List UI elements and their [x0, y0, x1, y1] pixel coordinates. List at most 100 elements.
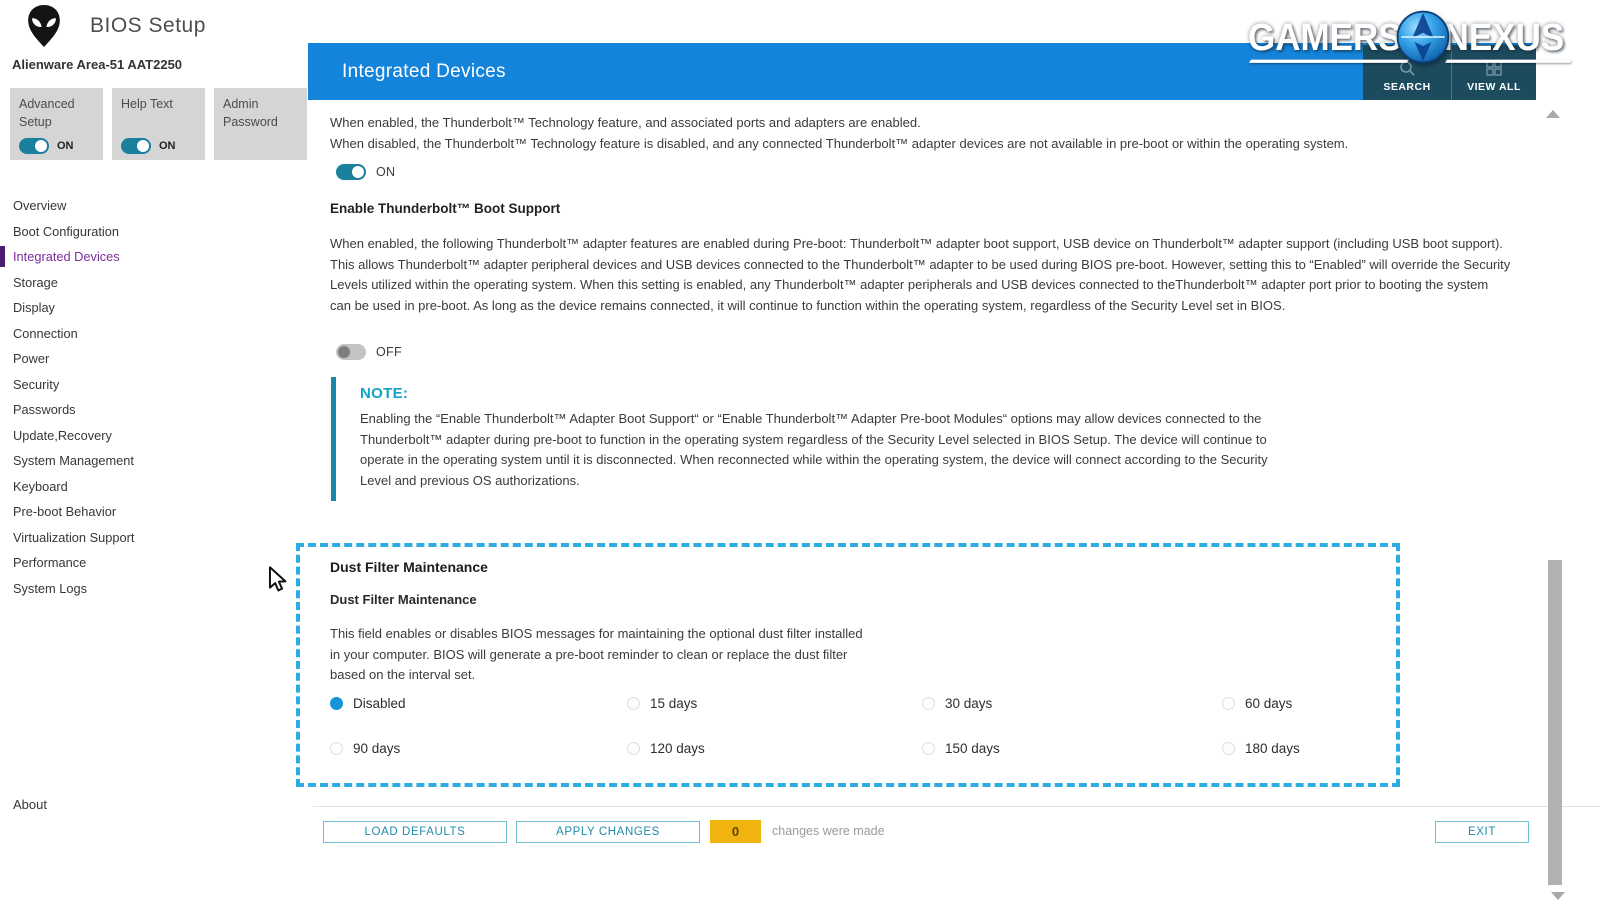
radio-option-label: 90 days	[353, 740, 401, 756]
sidebar-item-boot-configuration[interactable]: Boot Configuration	[13, 223, 119, 239]
radio-unselected-icon[interactable]	[627, 741, 640, 755]
sidebar-item-performance[interactable]: Performance	[13, 555, 87, 570]
model-name: Alienware Area-51 AAT2250	[12, 57, 183, 72]
header-buttons: SEARCH VIEW ALL	[1363, 45, 1536, 100]
radio-unselected-icon[interactable]	[922, 741, 935, 755]
view-all-button[interactable]: VIEW ALL	[1452, 45, 1536, 100]
radio-option-90-days[interactable]: 90 days	[330, 738, 627, 758]
boot-support-heading: Enable Thunderbolt™ Boot Support	[330, 201, 561, 216]
apply-changes-button[interactable]: APPLY CHANGES	[516, 821, 700, 843]
sidebar-item-display[interactable]: Display	[13, 300, 55, 315]
sidebar-nav: Overview Boot Configuration Integrated Dev…	[0, 193, 290, 601]
view-all-icon	[1486, 60, 1502, 76]
view-all-button-label: VIEW ALL	[1467, 81, 1521, 93]
scrollbar-thumb[interactable]	[1548, 560, 1562, 885]
setting-box-label: Advanced Setup	[19, 97, 75, 129]
toggle-switch[interactable]	[121, 138, 151, 154]
radio-option-30-days[interactable]: 30 days	[922, 693, 1222, 713]
search-button[interactable]: SEARCH	[1363, 45, 1451, 100]
page-header: Integrated Devices SEARCH	[308, 43, 1536, 100]
radio-option-15-days[interactable]: 15 days	[627, 693, 922, 713]
app-title: BIOS Setup	[90, 14, 206, 37]
radio-option-150-days[interactable]: 150 days	[922, 738, 1222, 758]
setting-box-help-text[interactable]: Help Text ON	[112, 88, 205, 160]
radio-option-label: 30 days	[945, 695, 993, 711]
sidebar-item-overview[interactable]: Overview	[13, 198, 67, 213]
dust-filter-options: Disabled 15 days 30 days 60 days 90 days 120 …	[330, 693, 1370, 758]
note-text: Enabling the “Enable Thunderbolt™ Adapte…	[360, 411, 1268, 488]
sidebar-item-passwords[interactable]: Passwords	[13, 402, 76, 417]
dust-filter-heading: Dust Filter Maintenance	[330, 559, 488, 575]
thunderbolt-description-line1: When enabled, the Thunderbolt™ Technolog…	[330, 115, 921, 130]
exit-button[interactable]: EXIT	[1435, 821, 1529, 843]
setting-box-admin-password[interactable]: Admin Password	[214, 88, 307, 160]
thunderbolt-toggle[interactable]	[336, 164, 366, 180]
brand: BIOS Setup	[24, 4, 206, 48]
boot-support-description: When enabled, the following Thunderbolt™…	[330, 236, 1511, 313]
toggle-row: ON	[19, 138, 95, 154]
dust-filter-description: This field enables or disables BIOS mess…	[330, 626, 863, 683]
toggle-knob	[352, 166, 364, 178]
sidebar-item-keyboard[interactable]: Keyboard	[13, 478, 68, 494]
radio-selected-icon[interactable]	[330, 696, 343, 710]
load-defaults-button[interactable]: LOAD DEFAULTS	[323, 821, 507, 843]
left-panel: BIOS Setup Alienware Area-51 AAT2250 Adv…	[0, 0, 308, 900]
about-link[interactable]: About	[13, 797, 47, 812]
sidebar-item-system-logs[interactable]: System Logs	[13, 580, 87, 596]
radio-option-label: 120 days	[650, 740, 705, 756]
radio-option-60-days[interactable]: 60 days	[1222, 693, 1370, 713]
thunderbolt-toggle-row: ON	[336, 164, 395, 180]
sidebar-item-virtualization-support[interactable]: Virtualization Support	[13, 529, 135, 545]
search-icon	[1400, 61, 1415, 76]
sidebar-item-security[interactable]: Security	[13, 376, 60, 392]
main-panel: Integrated Devices SEARCH	[296, 0, 1600, 900]
toggle-state-label: ON	[57, 140, 74, 152]
radio-option-180-days[interactable]: 180 days	[1222, 738, 1370, 758]
radio-unselected-icon[interactable]	[627, 696, 640, 710]
search-button-label: SEARCH	[1383, 81, 1431, 93]
setting-box-label: Admin Password	[223, 97, 278, 129]
sidebar-item-connection[interactable]: Connection	[13, 325, 78, 341]
footer-divider	[313, 806, 1600, 807]
toggle-knob	[35, 140, 47, 152]
setting-box-advanced-setup[interactable]: Advanced Setup ON	[10, 88, 103, 160]
sidebar-item-update-recovery[interactable]: Update,Recovery	[13, 427, 112, 443]
toggle-switch[interactable]	[19, 138, 49, 154]
radio-unselected-icon[interactable]	[1222, 741, 1235, 755]
note-callout: NOTE: Enabling the “Enable Thunderbolt™ …	[331, 377, 1296, 502]
sidebar-item-storage[interactable]: Storage	[13, 274, 58, 290]
radio-unselected-icon[interactable]	[1222, 696, 1235, 710]
boot-support-toggle-state: OFF	[376, 345, 402, 359]
toggle-knob	[137, 140, 149, 152]
radio-option-label: 180 days	[1245, 740, 1300, 756]
toggle-state-label: ON	[159, 140, 176, 152]
changes-count-badge: 0	[710, 820, 761, 843]
radio-option-disabled[interactable]: Disabled	[330, 693, 627, 713]
setting-box-label: Help Text	[121, 97, 173, 111]
radio-option-label: 60 days	[1245, 695, 1293, 711]
sidebar-item-system-management[interactable]: System Management	[13, 453, 134, 468]
header-toggle-boxes: Advanced Setup ON Help Text ON Admin Passwor…	[10, 88, 307, 160]
changes-text: changes were made	[772, 824, 885, 838]
note-label: NOTE:	[360, 385, 409, 402]
scroll-down-arrow[interactable]	[1551, 892, 1565, 900]
radio-option-label: 15 days	[650, 695, 698, 711]
boot-support-toggle-row: OFF	[336, 344, 402, 360]
sidebar-item-integrated-devices[interactable]: Integrated Devices	[0, 244, 290, 270]
radio-unselected-icon[interactable]	[330, 741, 343, 755]
page-title: Integrated Devices	[342, 60, 506, 82]
toggle-row: ON	[121, 138, 197, 154]
dust-filter-subheading: Dust Filter Maintenance	[330, 592, 477, 607]
sidebar-item-pre-boot-behavior[interactable]: Pre-boot Behavior	[13, 504, 117, 519]
radio-unselected-icon[interactable]	[922, 696, 935, 710]
dust-filter-section: Dust Filter Maintenance Dust Filter Main…	[296, 543, 1400, 787]
alienware-logo-icon	[28, 4, 60, 48]
scroll-up-arrow[interactable]	[1546, 110, 1560, 118]
toggle-knob	[338, 346, 350, 358]
thunderbolt-toggle-state: ON	[376, 165, 396, 179]
boot-support-toggle[interactable]	[336, 344, 366, 360]
thunderbolt-description-line2: When disabled, the Thunderbolt™ Technolo…	[330, 135, 1349, 151]
radio-option-120-days[interactable]: 120 days	[627, 738, 922, 758]
sidebar-item-power[interactable]: Power	[13, 351, 50, 366]
thunderbolt-description: When enabled, the Thunderbolt™ Technolog…	[330, 113, 1510, 154]
